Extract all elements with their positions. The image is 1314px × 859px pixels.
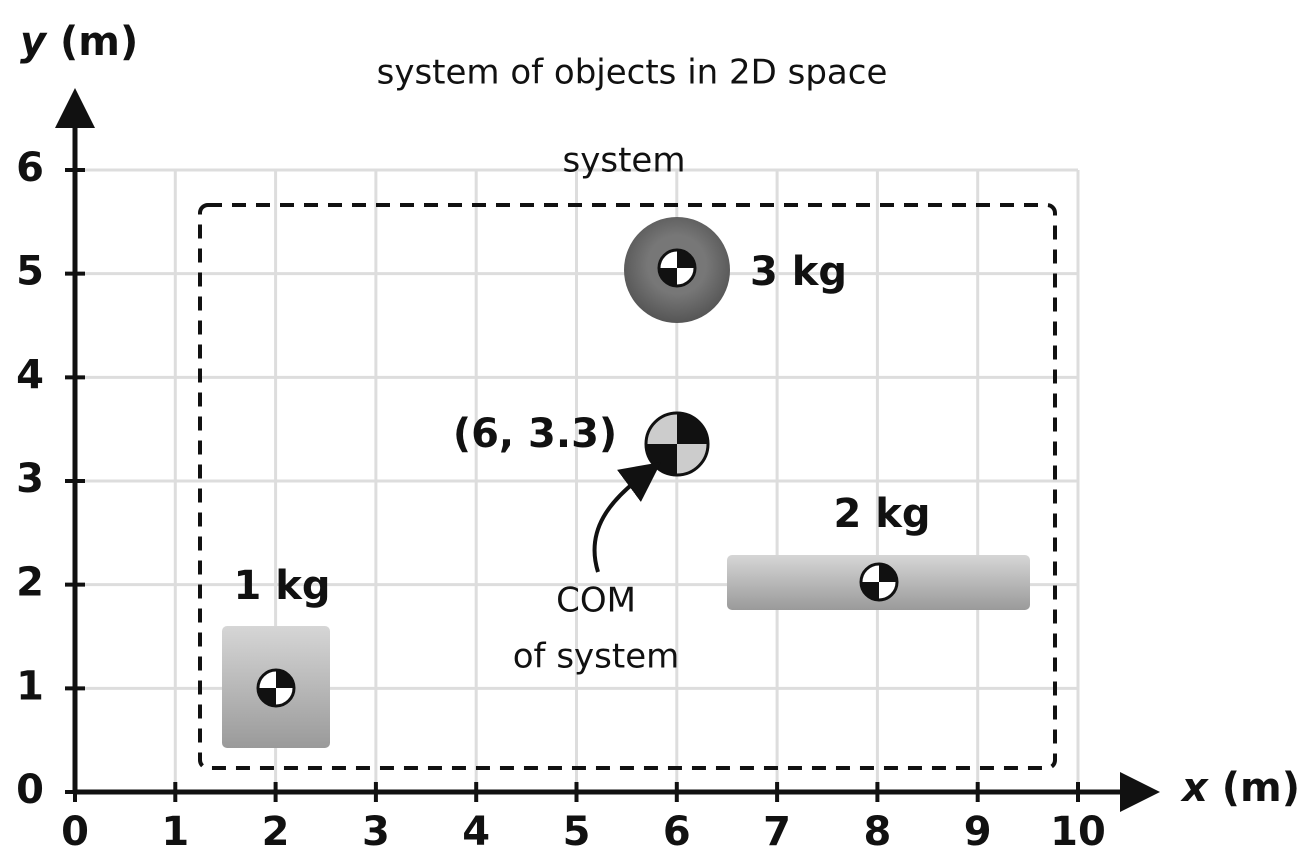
y-tick-label: 0 [16,767,44,813]
com-quadrant [659,268,677,286]
y-tick-label: 5 [16,249,44,295]
com-quadrant [677,250,695,268]
x-tick-label: 8 [863,809,891,855]
system-boundary [198,203,1057,770]
com-quadrant [646,444,677,475]
com-marker [859,562,899,602]
grid [65,168,1080,802]
y-tick-label: 1 [16,663,44,709]
y-tick-label: 2 [16,560,44,606]
com-label: (6, 3.3) [453,411,617,457]
com-marker [256,668,296,708]
system-label: system [563,141,686,181]
x-tick-label: 2 [262,809,290,855]
x-tick-label: 1 [161,809,189,855]
y-arrow [55,88,95,128]
com-quadrant [258,688,276,706]
x-tick-label: 4 [462,809,490,855]
x-tick-label: 6 [663,809,691,855]
com-annotation: of system [513,637,680,677]
object-label: 1 kg [234,563,331,609]
x-arrow [1120,772,1160,812]
com-quadrant [861,582,879,600]
y-tick-label: 6 [16,145,44,191]
object-label: 3 kg [750,249,847,295]
x-axis-label: x (m) [1180,765,1300,811]
com-annotation: COM [556,581,636,621]
object-label: 2 kg [834,491,931,537]
y-axis-label: y (m) [20,19,138,65]
x-tick-label: 0 [61,809,89,855]
system-com-marker [644,411,710,477]
x-tick-label: 7 [763,809,791,855]
x-tick-label: 3 [362,809,390,855]
com-marker [657,248,697,288]
y-tick-label: 3 [16,456,44,502]
y-tick-label: 4 [16,352,44,398]
x-tick-label: 5 [563,809,591,855]
com-quadrant [879,564,897,582]
com-arrow [592,462,662,573]
x-tick-label: 10 [1050,809,1106,855]
title: system of objects in 2D space [377,53,888,93]
com-quadrant [276,670,294,688]
x-tick-label: 9 [964,809,992,855]
com-quadrant [677,413,708,444]
